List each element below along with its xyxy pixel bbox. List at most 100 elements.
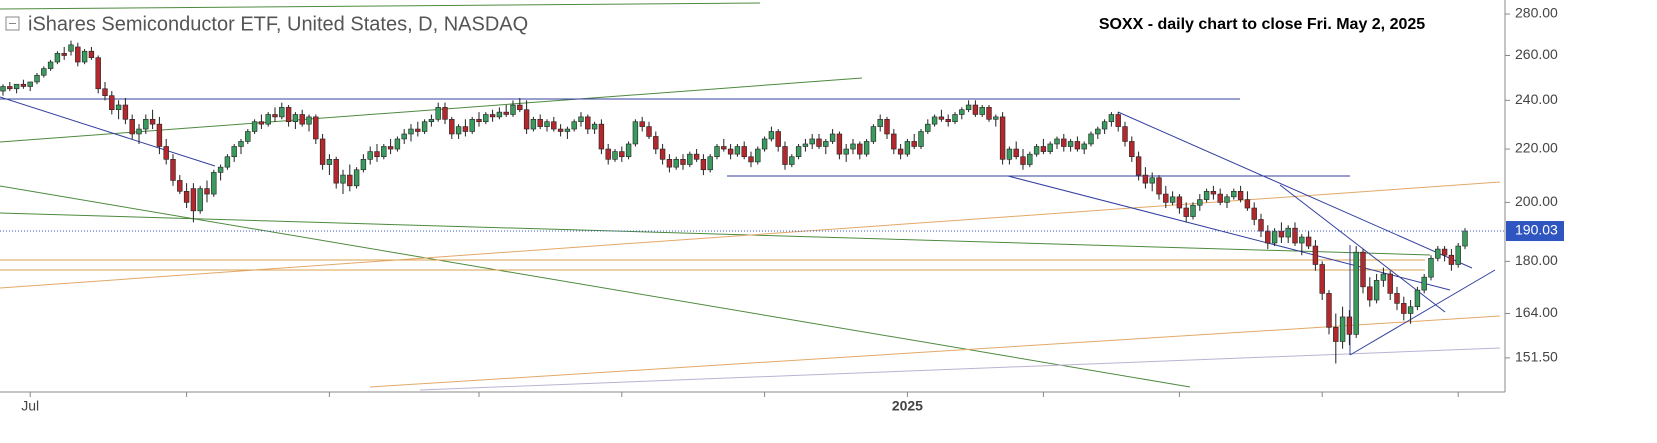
candle-body [449,119,455,135]
candle-body [551,121,557,130]
candle-body [387,146,394,150]
candle-body [537,119,543,127]
candle-body [857,143,863,155]
candle-body [1285,227,1291,238]
candle-body [673,159,679,168]
candle-body [251,121,258,132]
trend-line [1349,269,1496,356]
candle-body [20,83,27,87]
candle-body [1421,276,1427,291]
candle-body [177,180,183,192]
collapse-icon[interactable] [5,16,20,31]
candle-body [1428,257,1434,278]
candle-body [578,116,584,123]
candle-body [401,133,407,140]
candle-body [1135,156,1142,176]
candle-body [1108,114,1115,123]
trend-line [369,315,1501,388]
candle-body [483,114,489,123]
candle-body [1061,138,1067,147]
candle-body [1129,141,1135,158]
candle-body [1074,141,1081,150]
candle-body [1373,280,1380,301]
candle-body [938,116,945,120]
candle-body [1095,128,1101,135]
candle-body [646,126,652,137]
candle-body [571,121,577,130]
candle-body [415,128,421,132]
candle-body [353,169,360,187]
candle-body [1278,230,1285,238]
candle-body [1183,207,1189,217]
candle-body [1169,196,1176,203]
candle-body [1027,153,1033,165]
candle-body [931,116,938,125]
candle-body [789,156,795,165]
candle-body [34,74,40,83]
candle-body [190,188,197,212]
trend-line [0,77,863,143]
candle-body [653,136,659,150]
candle-body [1067,141,1074,147]
chart-title: iShares Semiconductor ETF, United States… [28,13,528,35]
candle-body [1231,191,1237,198]
candle-body [455,126,462,135]
candle-body [258,121,265,125]
candle-body [761,138,768,150]
candle-body [360,159,367,171]
candle-body [1244,199,1251,209]
candle-body [1088,133,1094,145]
candle-body [1387,273,1393,294]
trend-lines [0,2,1501,391]
candle-body [13,83,20,90]
candle-body [965,104,972,111]
candle-body [1176,196,1183,209]
last-price-box [1506,221,1564,242]
candle-body [68,44,74,52]
candle-body [680,159,686,165]
candle-body [918,131,924,147]
candle-body [564,128,571,132]
candle-body [231,146,237,158]
candle-body [211,172,217,195]
candle-body [829,133,836,142]
candle-body [319,138,326,165]
trend-line [419,347,1501,391]
candle-body [897,148,904,155]
trend-line [0,212,1431,256]
candle-body [863,141,870,155]
y-tick-label: 200.00 [1515,193,1558,209]
candle-body [1115,114,1121,127]
candle-body [1299,236,1305,244]
candle-body [95,57,101,90]
candle-body [0,86,6,92]
candle-body [109,95,115,111]
candle-body [727,148,734,155]
axes [0,0,1510,397]
candle-body [755,148,761,163]
candle-body [666,159,673,168]
candle-body [1054,138,1060,145]
candle-body [75,46,81,63]
y-tick-label: 260.00 [1515,46,1558,62]
candle-body [999,116,1006,160]
candle-body [1217,193,1223,203]
candle-body [1156,177,1162,195]
candle-body [843,148,849,155]
trend-line [0,185,1191,388]
candle-body [217,166,224,173]
candle-body [1360,251,1366,288]
candle-body [394,138,401,150]
candle-body [721,146,727,150]
candle-body [1190,204,1196,217]
candle-body [1346,316,1353,335]
candle-body [245,131,251,142]
candle-body [1237,191,1244,200]
candle-body [734,146,741,155]
candle-body [1305,236,1312,247]
candle-body [1040,146,1047,152]
candle-body [1414,289,1421,308]
candle-body [952,114,958,123]
candle-body [557,128,564,132]
candle-body [54,53,61,63]
